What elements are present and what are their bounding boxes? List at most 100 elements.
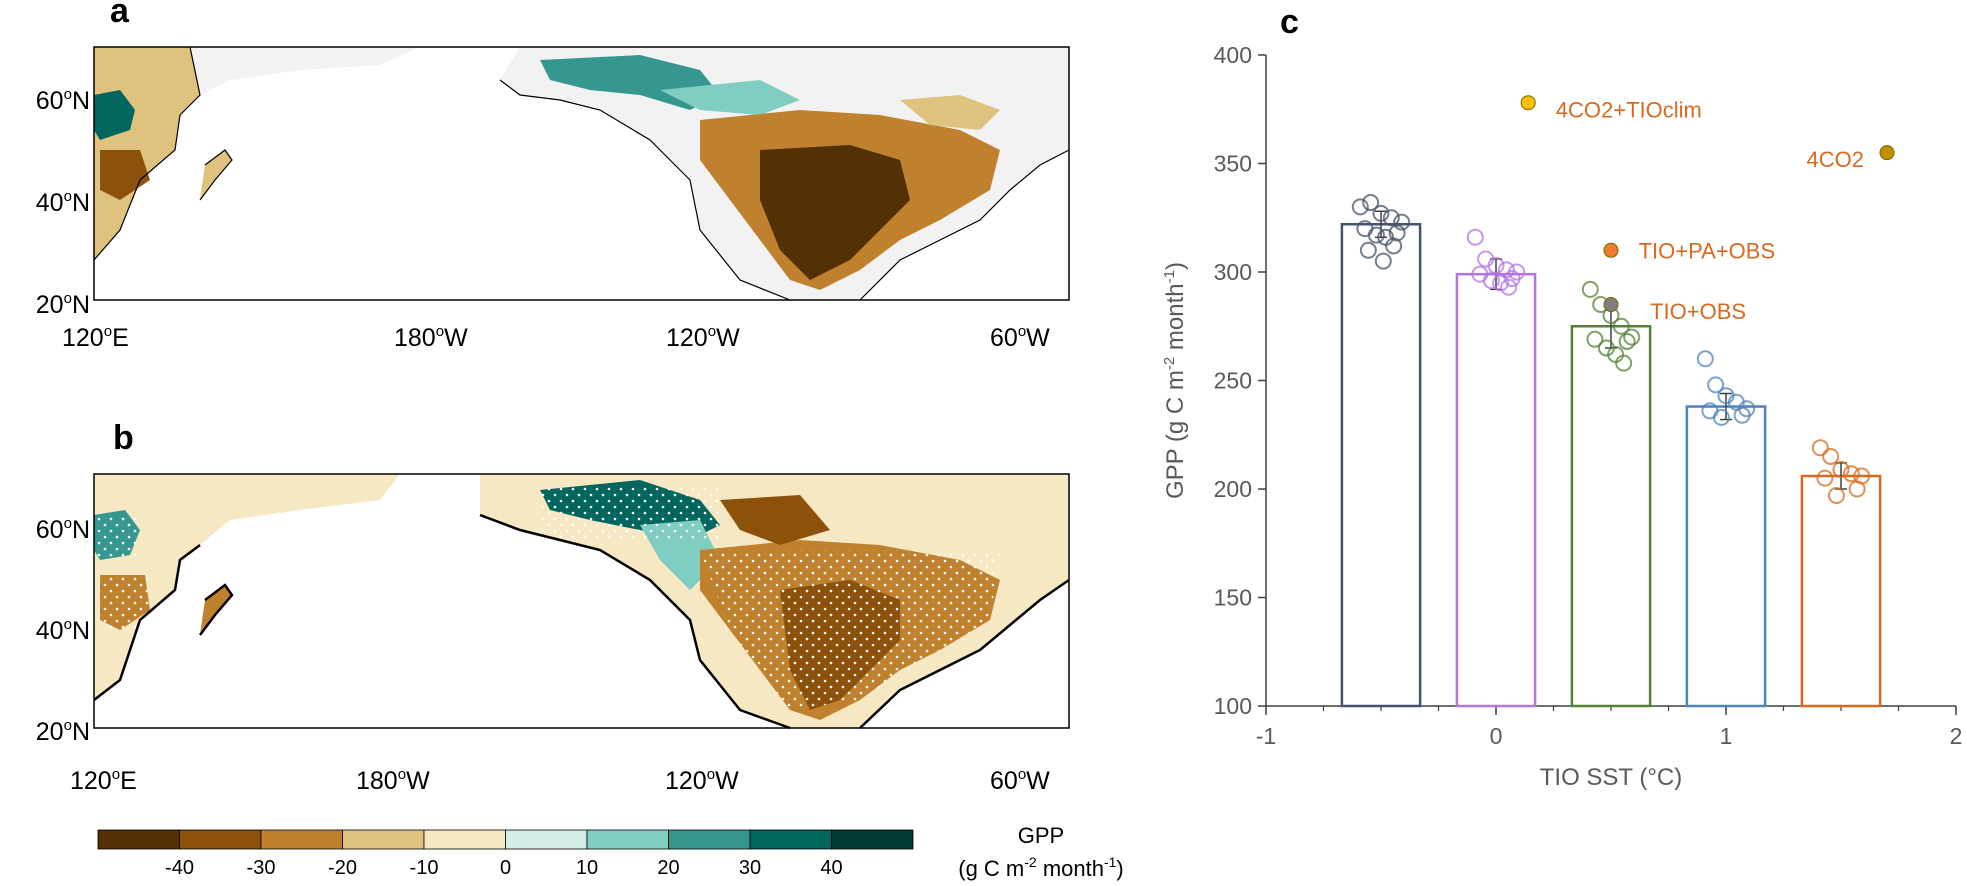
panel-c-x-tick-label: 0	[1490, 723, 1503, 749]
panel-b-lon-120w: 120oW	[665, 766, 739, 795]
panel-b-lat-60: 60oN	[36, 515, 90, 544]
panel-a-map-field	[94, 47, 1069, 300]
panel-b-stippling	[94, 485, 1000, 710]
panel-b-lon-labels: 120oE 180oW 120oW 60oW	[70, 766, 1050, 795]
panel-c-member-point	[1487, 256, 1505, 274]
panel-c-member-point	[1707, 376, 1725, 394]
colorbar-tick-label: 0	[500, 857, 511, 879]
panel-c-member-point	[1816, 469, 1834, 487]
panel-c-member-point	[1372, 204, 1390, 222]
panel-a-us-drought-core	[760, 145, 910, 280]
panel-c: c 100 150 200 250 300 350 400 -1 0 1 2 4CO2+TIOcli…	[1161, 3, 1962, 791]
panel-c-member-point	[1393, 213, 1411, 231]
panel-b-map-field	[94, 474, 1069, 728]
panel-c-bars	[1340, 210, 1882, 708]
panel-c-member-point	[1367, 226, 1385, 244]
colorbar-swatch	[586, 829, 669, 850]
panel-c-member-point	[1612, 317, 1630, 335]
panel-c-member-point	[1466, 228, 1484, 246]
panel-c-points	[1351, 194, 1871, 505]
panel-c-member-point	[1623, 328, 1641, 346]
panel-c-member-point	[1374, 252, 1392, 270]
panel-b-japan-coast	[199, 583, 234, 636]
panel-c-member-point	[1351, 198, 1369, 216]
colorbar-tick-label: 20	[657, 857, 679, 879]
colorbar-swatch	[749, 829, 832, 850]
panel-c-y-tick-label: 250	[1214, 368, 1252, 394]
panel-a-label: a	[110, 0, 130, 30]
panel-c-label: c	[1280, 3, 1299, 41]
colorbar-tick-label: -30	[247, 857, 276, 879]
panel-c-bar	[1340, 223, 1422, 708]
panel-c-member-point	[1832, 460, 1850, 478]
panel-c-member-point	[1811, 439, 1829, 457]
panel-c-bar	[1455, 272, 1537, 708]
panel-c-x-tick-label: 2	[1950, 723, 1963, 749]
panel-c-x-tick-label: -1	[1256, 723, 1276, 749]
panel-c-y-tick-label: 100	[1214, 693, 1252, 719]
panel-c-member-point	[1503, 270, 1521, 288]
colorbar-swatch	[342, 829, 425, 850]
panel-b-map-frame	[93, 473, 1070, 729]
colorbar-tick-label: -20	[328, 857, 357, 879]
panel-c-member-point	[1359, 241, 1377, 259]
panel-c-x-tick-label: 1	[1720, 723, 1733, 749]
panel-c-member-point	[1500, 278, 1518, 296]
panel-a-canada-green	[660, 80, 800, 115]
panel-a-lon-60w: 60oW	[990, 323, 1050, 352]
panel-c-member-point	[1586, 330, 1604, 348]
colorbar-swatch	[668, 829, 751, 850]
panel-c-bar	[1800, 474, 1882, 708]
panel-c-experiment-label: TIO+OBS	[1650, 299, 1746, 324]
panel-a-canada-dry	[900, 95, 1000, 130]
colorbar-tick-label: -40	[165, 857, 194, 879]
colorbar-tick-label: 40	[820, 857, 842, 879]
panel-b-east-coast	[859, 578, 1070, 729]
panel-c-member-point	[1492, 274, 1510, 292]
panel-a-lat-20: 20oN	[36, 290, 90, 319]
panel-c-experiment-marker	[1520, 95, 1536, 111]
panel-b-lat-20: 20oN	[36, 717, 90, 746]
panel-b-lon-180w: 180oW	[356, 766, 430, 795]
colorbar-tick-label: 30	[739, 857, 761, 879]
panel-c-experiment-marker	[1603, 242, 1619, 258]
panel-b-na-coast	[479, 513, 791, 730]
panel-a-japan-coast	[199, 149, 233, 201]
colorbar-swatch	[505, 829, 588, 850]
panel-c-bar	[1685, 405, 1767, 708]
colorbar-tick-labels: -40 -30 -20 -10 0 10 20 30 40	[165, 857, 843, 879]
panel-c-experiment-label: TIO+PA+OBS	[1639, 238, 1776, 263]
colorbar-swatch	[179, 829, 262, 850]
panel-b-asia-landmass	[94, 474, 400, 700]
panel-b-canada-dry	[720, 495, 830, 545]
panel-a-lon-120w: 120oW	[666, 323, 740, 352]
panel-a: a 60oN 40oN 20oN	[36, 0, 1070, 352]
colorbar-tick-label: -10	[410, 857, 439, 879]
panel-a-lon-120e: 120oE	[62, 323, 129, 352]
panel-c-markers: 4CO2+TIOclim 4CO2 TIO+PA+OBS TIO+OBS	[1520, 95, 1895, 324]
panel-a-japan	[200, 150, 232, 200]
panel-b-lon-120e: 120oE	[70, 766, 137, 795]
panel-a-lat-40: 40oN	[36, 188, 90, 217]
panel-c-member-point	[1385, 237, 1403, 255]
panel-a-lat-labels: 60oN 40oN 20oN	[36, 86, 90, 319]
colorbar-tick-label: 10	[576, 857, 598, 879]
panel-b-lat-labels: 60oN 40oN 20oN	[36, 515, 90, 746]
panel-c-y-tick-label: 350	[1214, 151, 1252, 177]
panel-a-asia-coast	[93, 46, 201, 261]
panel-c-member-point	[1848, 480, 1866, 498]
panel-c-member-point	[1842, 465, 1860, 483]
panel-c-x-axis-label: TIO SST (°C)	[1540, 764, 1683, 791]
panel-c-bar	[1570, 325, 1652, 708]
panel-a-na-coast	[499, 79, 791, 301]
panel-c-member-point	[1382, 209, 1400, 227]
panel-c-member-point	[1733, 406, 1751, 424]
panel-c-experiment-marker	[1879, 145, 1895, 161]
colorbar-title: GPP	[1018, 823, 1064, 848]
panel-b: b 60oN 40oN 20oN 120oE	[36, 419, 1070, 795]
panel-a-lon-180w: 180oW	[394, 323, 468, 352]
panel-c-y-tick-label: 150	[1214, 585, 1252, 611]
panel-b-label: b	[113, 419, 134, 457]
panel-a-lon-labels: 120oE 180oW 120oW 60oW	[62, 323, 1050, 352]
panel-b-coastlines	[93, 513, 1070, 730]
